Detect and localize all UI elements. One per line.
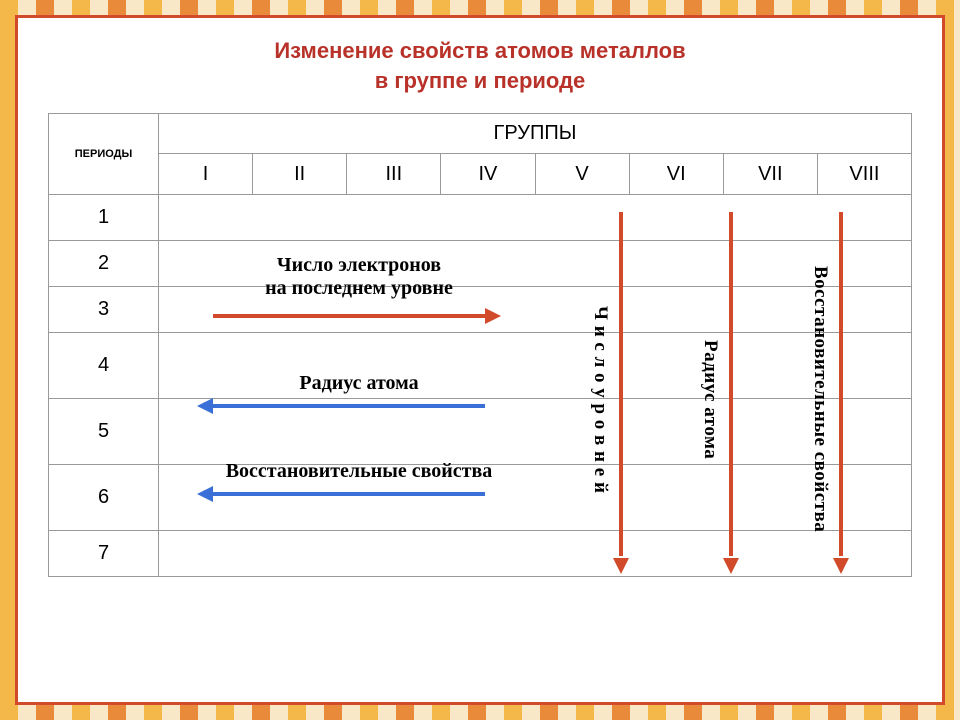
period-number: 2: [49, 241, 159, 286]
period-row: 3: [49, 286, 911, 332]
periodic-grid: ПЕРИОДЫ ГРУППЫ I II III IV V VI VII VIII…: [48, 113, 912, 577]
groups-axis-label: ГРУППЫ: [159, 114, 911, 154]
group-cell: VII: [724, 154, 818, 194]
period-number: 3: [49, 287, 159, 332]
slide-card: Изменение свойств атомов металлов в груп…: [15, 15, 945, 705]
grid-body-cell: [159, 333, 911, 398]
grid-body-cell: [159, 465, 911, 530]
group-cell: II: [253, 154, 347, 194]
period-number: 1: [49, 195, 159, 240]
period-number: 7: [49, 531, 159, 576]
group-cell: I: [159, 154, 253, 194]
period-row: 2: [49, 240, 911, 286]
group-cell: VIII: [818, 154, 911, 194]
period-number: 4: [49, 333, 159, 398]
grid-body-cell: [159, 531, 911, 576]
period-row: 6: [49, 464, 911, 530]
period-row: 5: [49, 398, 911, 464]
title-line-2: в группе и периоде: [375, 68, 586, 93]
period-number: 6: [49, 465, 159, 530]
grid-header: ПЕРИОДЫ ГРУППЫ I II III IV V VI VII VIII: [49, 114, 911, 194]
title-line-1: Изменение свойств атомов металлов: [274, 38, 685, 63]
period-number: 5: [49, 399, 159, 464]
group-cell: V: [536, 154, 630, 194]
groups-header-column: ГРУППЫ I II III IV V VI VII VIII: [159, 114, 911, 194]
period-row: 7: [49, 530, 911, 576]
group-cell: VI: [630, 154, 724, 194]
period-row: 4: [49, 332, 911, 398]
periods-axis-label: ПЕРИОДЫ: [49, 114, 159, 194]
period-row: 1: [49, 194, 911, 240]
grid-body-cell: [159, 241, 911, 286]
group-numerals-row: I II III IV V VI VII VIII: [159, 154, 911, 194]
grid-body-cell: [159, 195, 911, 240]
group-cell: III: [347, 154, 441, 194]
grid-body-cell: [159, 399, 911, 464]
grid-body-cell: [159, 287, 911, 332]
slide-title: Изменение свойств атомов металлов в груп…: [48, 36, 912, 95]
group-cell: IV: [441, 154, 535, 194]
